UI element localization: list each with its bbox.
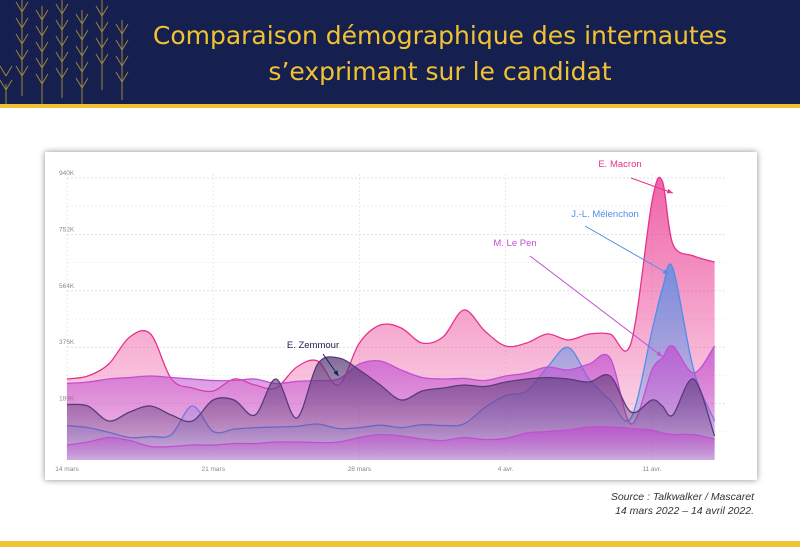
series-area — [67, 426, 715, 460]
annotation-label: J.-L. Mélenchon — [571, 209, 639, 220]
y-tick-label: 940K — [59, 170, 75, 177]
annotation-arrow — [584, 225, 669, 275]
banner-divider — [0, 104, 800, 108]
annotation-label: E. Macron — [598, 159, 641, 170]
date-range-line: 14 mars 2022 – 14 avril 2022. — [615, 505, 754, 517]
series-line — [66, 356, 716, 437]
page-title: Comparaison démographique des internaute… — [140, 18, 740, 90]
chart-card: 188K 376K 564K 752K 940K 14 mars 21 mars 28 mar… — [45, 152, 757, 480]
x-tick-label: 21 mars — [201, 466, 225, 473]
title-line-1: Comparaison démographique des internaute… — [152, 21, 728, 50]
title-line-2: s’exprimant sur le candidat — [268, 57, 612, 86]
annotation-label: E. Zemmour — [287, 340, 339, 351]
source-line: Source : Talkwalker / Mascaret — [610, 491, 754, 503]
annotation-label: M. Le Pen — [493, 238, 536, 249]
source-note: Source : Talkwalker / Mascaret 14 mars 2… — [611, 490, 754, 518]
annotation-arrowhead — [333, 370, 339, 376]
footer-divider — [0, 541, 800, 547]
x-tick-label: 11 avr. — [642, 466, 661, 473]
annotation-arrow — [529, 255, 663, 357]
header-banner: Comparaison démographique des internaute… — [0, 0, 800, 104]
annotation-arrowhead — [656, 351, 663, 357]
decorative-chevron-pattern — [0, 0, 129, 104]
x-tick-label: 14 mars — [55, 466, 79, 473]
series-line — [66, 426, 715, 448]
y-tick-label: 752K — [59, 226, 75, 233]
x-tick-label: 4 avr. — [498, 466, 514, 473]
annotation-arrowhead — [666, 188, 673, 194]
annotation-arrow — [630, 177, 673, 194]
annotation-arrowhead — [662, 269, 669, 274]
x-tick-label: 28 mars — [348, 466, 372, 473]
